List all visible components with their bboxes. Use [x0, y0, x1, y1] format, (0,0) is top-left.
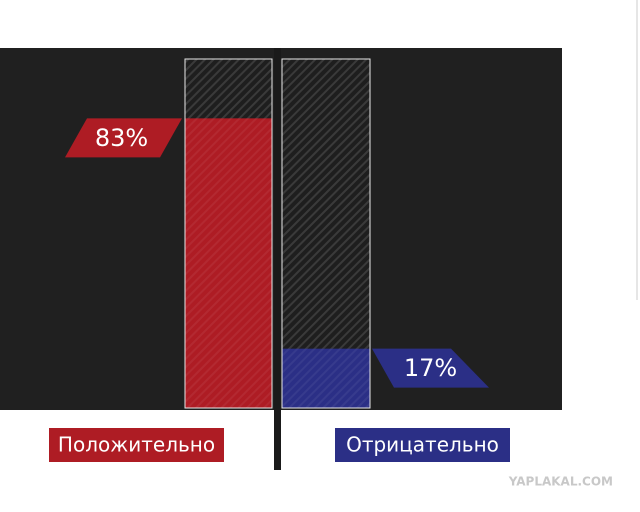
bar-texture [185, 118, 272, 408]
value-tag [372, 348, 489, 388]
bar-outline [184, 58, 273, 409]
category-label: Отрицательно [346, 433, 499, 457]
bar-texture [282, 348, 370, 408]
bar-outline [281, 58, 371, 409]
category-box [49, 428, 224, 462]
value-label: 83% [95, 124, 148, 152]
watermark: YAPLAKAL.COM [508, 475, 613, 489]
category-label: Положительно [58, 433, 215, 457]
value-label: 17% [404, 354, 457, 382]
value-tag [65, 118, 182, 158]
divider [274, 48, 281, 470]
category-box [335, 428, 510, 462]
